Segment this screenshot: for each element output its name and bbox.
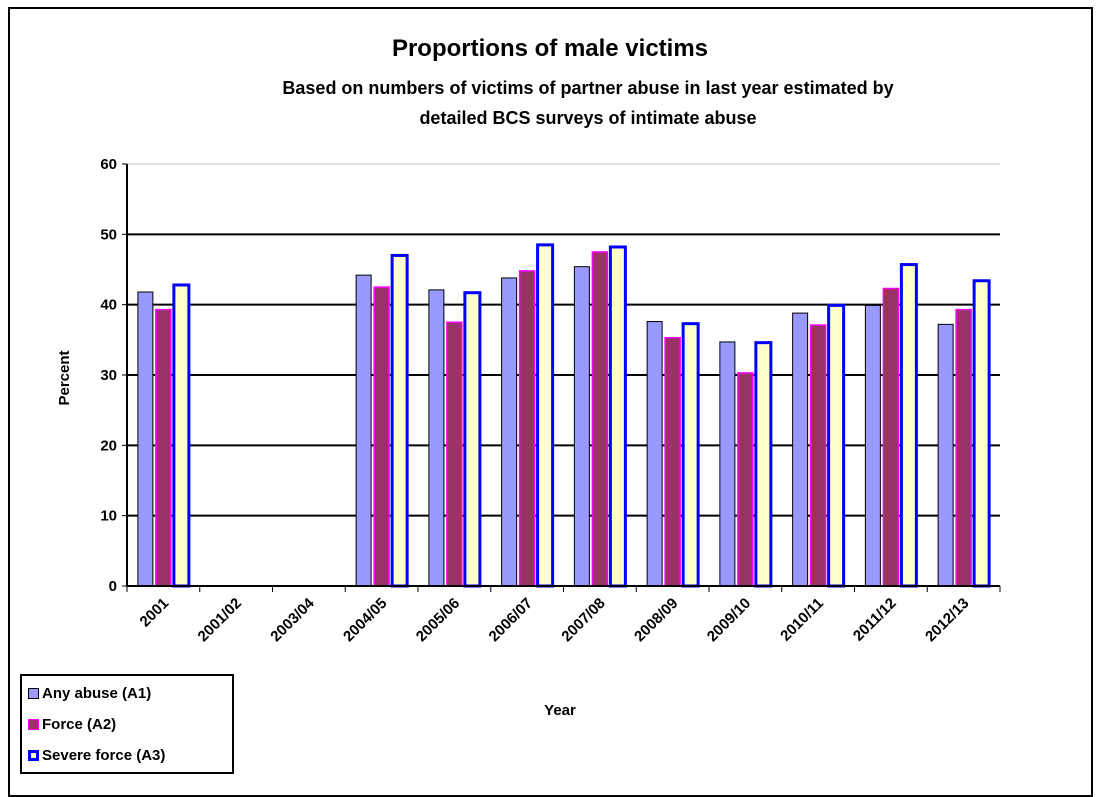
x-tick-label: 2003/04 xyxy=(267,594,318,645)
legend: Any abuse (A1) Force (A2) Severe force (A3… xyxy=(20,674,234,774)
bar-force-a2 xyxy=(518,270,536,587)
legend-swatch xyxy=(28,719,39,730)
bar-any-abuse-a1 xyxy=(428,289,445,587)
x-tick-label: 2007/08 xyxy=(558,595,608,645)
bar-force-a2 xyxy=(446,321,463,587)
chart-title: Proportions of male victims xyxy=(392,35,708,62)
bar-any-abuse-a1 xyxy=(792,312,809,587)
plot-area: 0 10 20 30 40 50 60 2001 2001/02 2003/04 2004/05 20… xyxy=(100,156,1001,645)
bar-force-a2 xyxy=(373,286,390,587)
y-tick-label: 40 xyxy=(100,297,117,314)
bar-force-a2 xyxy=(591,251,609,587)
x-tick-label: 2005/06 xyxy=(413,595,463,645)
bar-severe-force-a3 xyxy=(608,245,627,588)
bar-any-abuse-a1 xyxy=(864,304,881,587)
bar-severe-force-a3 xyxy=(536,243,555,588)
legend-swatch xyxy=(28,750,39,761)
legend-item: Any abuse (A1) xyxy=(28,678,232,709)
bar-severe-force-a3 xyxy=(754,341,773,588)
bar-force-a2 xyxy=(955,308,972,587)
bar-severe-force-a3 xyxy=(899,263,918,588)
bar-force-a2 xyxy=(809,324,827,587)
legend-label: Severe force (A3) xyxy=(42,747,166,764)
bar-any-abuse-a1 xyxy=(137,291,154,587)
y-tick-label: 50 xyxy=(100,226,117,243)
y-tick-label: 10 xyxy=(100,508,117,525)
y-tick-label: 20 xyxy=(100,437,117,454)
legend-label: Any abuse (A1) xyxy=(42,685,152,702)
y-tick-label: 30 xyxy=(100,367,117,384)
bar-force-a2 xyxy=(155,308,172,587)
bar-severe-force-a3 xyxy=(390,253,409,588)
legend-swatch xyxy=(28,688,39,699)
bar-severe-force-a3 xyxy=(463,291,482,588)
y-axis-label: Percent xyxy=(56,350,73,405)
bar-any-abuse-a1 xyxy=(719,341,736,587)
bar-severe-force-a3 xyxy=(172,283,191,588)
legend-item: Severe force (A3) xyxy=(28,740,232,771)
bar-any-abuse-a1 xyxy=(646,321,663,587)
bar-force-a2 xyxy=(664,336,681,587)
bar-severe-force-a3 xyxy=(827,303,846,588)
x-tick-label: 2006/07 xyxy=(486,595,536,645)
x-tick-label: 2011/12 xyxy=(850,595,900,645)
y-tick-label: 0 xyxy=(109,578,117,595)
bar-force-a2 xyxy=(882,287,900,587)
bar-severe-force-a3 xyxy=(972,279,991,588)
bar-any-abuse-a1 xyxy=(937,323,954,587)
x-tick-label: 2009/10 xyxy=(704,595,754,645)
bar-any-abuse-a1 xyxy=(573,266,590,587)
x-tick-label: 2010/11 xyxy=(777,595,827,645)
x-tick-label: 2004/05 xyxy=(340,595,390,645)
chart-subtitle-line-2: detailed BCS surveys of intimate abuse xyxy=(419,108,756,128)
bar-severe-force-a3 xyxy=(681,322,700,588)
legend-label: Force (A2) xyxy=(42,716,117,733)
chart-subtitle-line-1: Based on numbers of victims of partner a… xyxy=(282,78,893,98)
y-tick-label: 60 xyxy=(100,156,117,173)
bar-force-a2 xyxy=(737,372,754,587)
x-axis-label: Year xyxy=(544,702,576,719)
x-tick-label: 2001/02 xyxy=(195,595,245,645)
x-tick-label: 2008/09 xyxy=(631,595,681,645)
bar-any-abuse-a1 xyxy=(501,277,518,587)
x-tick-label: 2012/13 xyxy=(922,595,972,645)
bar-any-abuse-a1 xyxy=(355,274,372,587)
x-tick-label: 2001 xyxy=(137,595,173,631)
legend-item: Force (A2) xyxy=(28,709,232,740)
